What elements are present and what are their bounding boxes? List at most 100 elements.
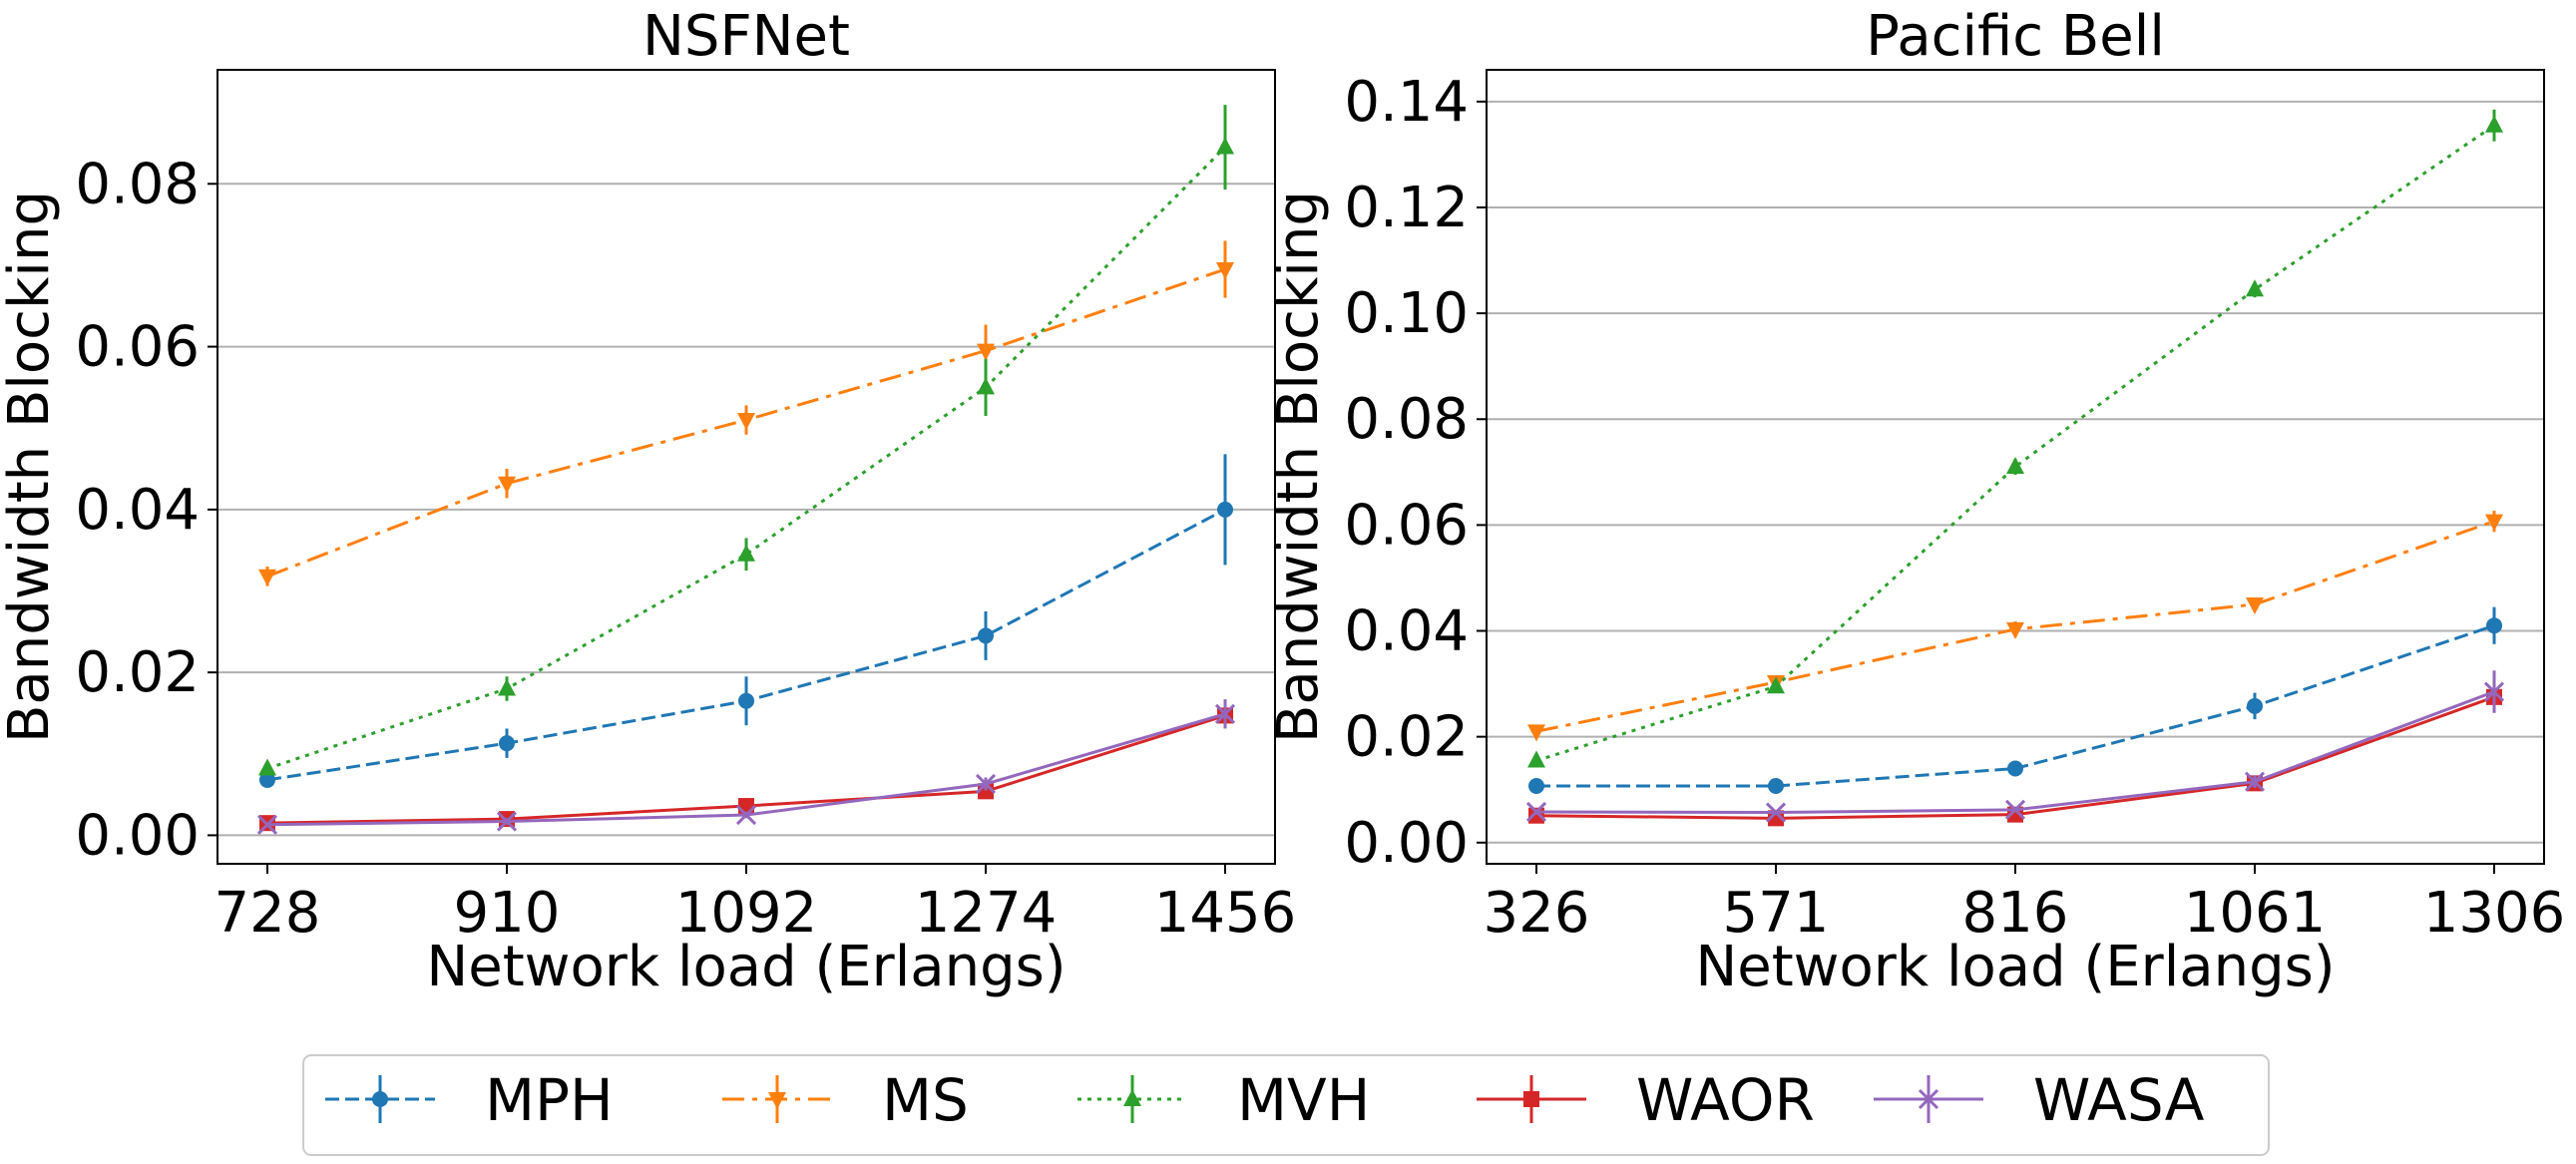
data-point bbox=[496, 811, 518, 832]
data-point bbox=[256, 814, 278, 835]
series-mvh bbox=[258, 105, 1234, 776]
legend-label: MS bbox=[882, 1066, 969, 1134]
data-point bbox=[1216, 137, 1234, 155]
data-point bbox=[2247, 697, 2263, 714]
legend: MPH MS MVH WAOR WASA bbox=[302, 1054, 2270, 1156]
x-tick-label: 816 bbox=[1962, 881, 2069, 946]
x-axis-label: Network load (Erlangs) bbox=[426, 935, 1066, 999]
x-tick-label: 728 bbox=[215, 881, 321, 946]
x-tick-label: 1061 bbox=[2184, 881, 2327, 946]
legend-frame bbox=[302, 1054, 2270, 1156]
y-tick-label: 0.08 bbox=[1344, 387, 1469, 452]
y-tick-label: 0.10 bbox=[1344, 281, 1469, 346]
data-point bbox=[2006, 621, 2024, 639]
data-point bbox=[1768, 810, 1784, 827]
plot-frame bbox=[1486, 69, 2545, 865]
data-point bbox=[977, 377, 995, 395]
legend-marker bbox=[372, 1091, 388, 1107]
y-tick-label: 0.02 bbox=[75, 640, 200, 705]
legend-label: MPH bbox=[485, 1066, 614, 1134]
series-line bbox=[1535, 690, 2495, 815]
data-point bbox=[1767, 676, 1785, 694]
legend-label: WASA bbox=[2033, 1066, 2205, 1134]
y-tick-label: 0.04 bbox=[75, 478, 200, 543]
data-point bbox=[735, 804, 757, 826]
data-point bbox=[975, 773, 997, 795]
series-mph bbox=[259, 454, 1233, 788]
data-point bbox=[737, 413, 755, 431]
data-point bbox=[1216, 262, 1234, 280]
data-point bbox=[1528, 777, 1544, 794]
data-point bbox=[1765, 802, 1787, 823]
legend-item-mvh: MVH bbox=[1077, 1066, 1370, 1134]
y-tick-label: 0.04 bbox=[1344, 599, 1469, 664]
chart-title: NSFNet bbox=[643, 4, 850, 69]
data-point bbox=[2483, 681, 2505, 702]
data-point bbox=[1214, 703, 1236, 724]
legend-label: WAOR bbox=[1636, 1066, 1815, 1134]
data-point bbox=[738, 692, 754, 709]
data-point bbox=[977, 343, 995, 361]
chart-title: Pacific Bell bbox=[1866, 4, 2165, 69]
y-tick-label: 0.06 bbox=[1344, 493, 1469, 558]
legend-marker bbox=[1918, 1088, 1939, 1110]
data-point bbox=[978, 627, 994, 644]
x-tick-label: 1306 bbox=[2423, 881, 2566, 946]
x-tick-label: 1274 bbox=[915, 881, 1058, 946]
series-line bbox=[1535, 124, 2495, 762]
series-mvh bbox=[1527, 109, 2503, 768]
data-point bbox=[2485, 514, 2503, 532]
series-wasa bbox=[1525, 670, 2505, 823]
data-point bbox=[1527, 750, 1545, 768]
y-tick-label: 0.02 bbox=[1344, 705, 1469, 770]
chart-panel-0: 0.00 0.02 0.04 0.06 0.08 728 910 1092 1274 1456 NS… bbox=[0, 4, 1296, 999]
series-mph bbox=[1528, 606, 2502, 794]
data-point bbox=[1768, 777, 1784, 794]
series-waor bbox=[1528, 685, 2502, 827]
data-point bbox=[738, 798, 754, 815]
plot-frame bbox=[216, 69, 1276, 865]
x-tick-label: 326 bbox=[1484, 881, 1590, 946]
data-point bbox=[259, 771, 275, 788]
chart-panel-1: 0.00 0.02 0.04 0.06 0.08 0.10 0.12 0.14 326 571 81… bbox=[1266, 4, 2565, 999]
legend-label: MVH bbox=[1237, 1066, 1370, 1134]
legend-marker bbox=[768, 1092, 786, 1109]
y-axis-label: Bandwidth Blocking bbox=[1266, 191, 1331, 743]
data-point bbox=[2486, 617, 2502, 634]
x-tick-label: 1092 bbox=[675, 881, 818, 946]
series-wasa bbox=[256, 699, 1236, 835]
legend-marker bbox=[1123, 1089, 1141, 1106]
y-tick-label: 0.00 bbox=[75, 803, 200, 868]
data-point bbox=[2246, 279, 2264, 297]
y-tick-label: 0.00 bbox=[1344, 811, 1469, 876]
y-tick-label: 0.12 bbox=[1344, 176, 1469, 240]
data-point bbox=[2006, 457, 2024, 474]
legend-marker bbox=[1523, 1091, 1539, 1107]
data-point bbox=[498, 678, 516, 696]
data-point bbox=[258, 758, 276, 776]
y-tick-label: 0.06 bbox=[75, 315, 200, 380]
series-ms bbox=[258, 240, 1234, 586]
data-point bbox=[1217, 501, 1233, 518]
data-point bbox=[1527, 724, 1545, 742]
y-tick-label: 0.14 bbox=[1344, 70, 1469, 135]
data-point bbox=[1525, 801, 1547, 823]
data-point bbox=[2246, 596, 2264, 614]
legend-item-ms: MS bbox=[722, 1066, 969, 1134]
legend-item-wasa: WASA bbox=[1874, 1066, 2205, 1134]
legend-item-mph: MPH bbox=[325, 1066, 614, 1134]
data-point bbox=[737, 544, 755, 562]
legend-item-waor: WAOR bbox=[1477, 1066, 1815, 1134]
series-line bbox=[266, 146, 1227, 770]
x-tick-label: 1456 bbox=[1154, 881, 1297, 946]
y-tick-label: 0.08 bbox=[75, 152, 200, 216]
x-tick-label: 910 bbox=[454, 881, 561, 946]
series-ms bbox=[1527, 511, 2503, 742]
y-axis-label: Bandwidth Blocking bbox=[0, 191, 62, 743]
data-point bbox=[2244, 771, 2266, 792]
data-point bbox=[2007, 760, 2023, 777]
data-point bbox=[499, 735, 515, 752]
x-axis-label: Network load (Erlangs) bbox=[1695, 935, 2335, 999]
data-point bbox=[258, 569, 276, 586]
